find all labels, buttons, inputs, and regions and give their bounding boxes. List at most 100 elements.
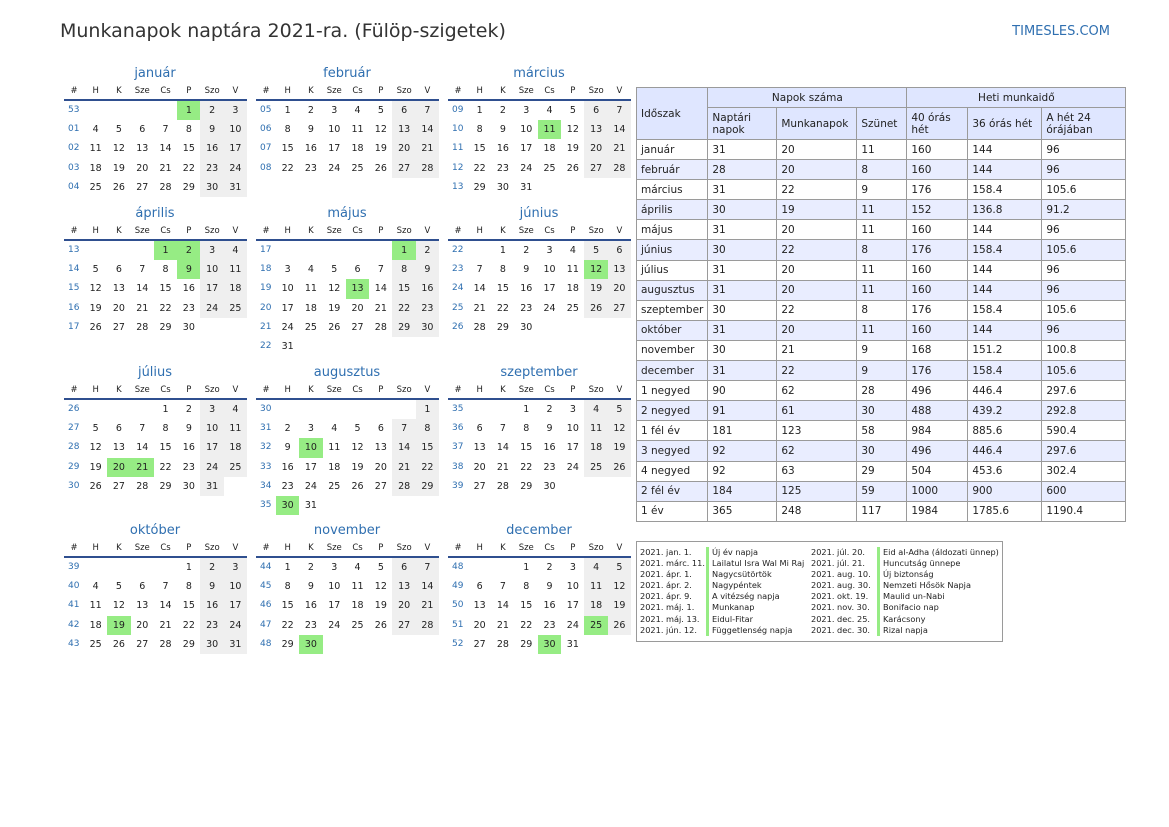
day-cell[interactable]: 18: [351, 143, 364, 155]
day-cell[interactable]: 14: [415, 577, 440, 597]
day-cell[interactable]: 6: [584, 101, 608, 121]
day-cell[interactable]: 13: [607, 260, 632, 280]
day-cell[interactable]: 19: [607, 596, 632, 616]
day-cell[interactable]: 22: [392, 298, 416, 318]
day-cell[interactable]: 21: [130, 457, 154, 477]
day-cell[interactable]: 5: [92, 423, 99, 435]
day-cell[interactable]: 5: [377, 105, 384, 116]
day-cell[interactable]: 14: [374, 283, 387, 295]
day-cell[interactable]: 29: [520, 480, 533, 492]
day-cell[interactable]: 1: [476, 105, 483, 116]
day-cell[interactable]: 27: [473, 480, 486, 492]
day-cell[interactable]: 23: [415, 298, 440, 318]
day-cell[interactable]: 3: [223, 558, 248, 578]
day-cell[interactable]: 22: [281, 619, 294, 631]
day-cell[interactable]: 17: [223, 139, 248, 159]
day-cell[interactable]: 12: [584, 260, 608, 280]
day-cell[interactable]: 13: [392, 120, 416, 140]
day-cell[interactable]: 8: [523, 581, 530, 593]
day-cell[interactable]: 6: [476, 423, 483, 435]
day-cell[interactable]: 19: [112, 162, 125, 174]
day-cell[interactable]: 12: [89, 283, 102, 295]
day-cell[interactable]: 31: [223, 634, 248, 654]
day-cell[interactable]: 7: [415, 558, 440, 578]
day-cell[interactable]: 4: [223, 400, 248, 420]
day-cell[interactable]: 1: [523, 562, 530, 573]
day-cell[interactable]: 26: [89, 321, 102, 333]
day-cell[interactable]: 31: [304, 499, 317, 511]
day-cell[interactable]: 3: [331, 562, 338, 573]
day-cell[interactable]: 1: [284, 105, 291, 116]
day-cell[interactable]: 3: [569, 404, 576, 415]
day-cell[interactable]: 10: [566, 581, 579, 593]
day-cell[interactable]: 16: [281, 461, 294, 473]
day-cell[interactable]: 13: [136, 600, 149, 612]
day-cell[interactable]: 2: [523, 245, 530, 256]
day-cell[interactable]: 18: [223, 279, 248, 299]
day-cell[interactable]: 31: [223, 177, 248, 197]
day-cell[interactable]: 18: [584, 438, 608, 458]
day-cell[interactable]: 8: [284, 124, 291, 136]
day-cell[interactable]: 15: [520, 442, 533, 454]
day-cell[interactable]: 20: [392, 139, 416, 159]
day-cell[interactable]: 10: [200, 260, 224, 280]
day-cell[interactable]: 15: [473, 143, 486, 155]
day-cell[interactable]: 3: [307, 423, 314, 435]
day-cell[interactable]: 24: [223, 158, 248, 178]
day-cell[interactable]: 25: [584, 615, 608, 635]
day-cell[interactable]: 26: [351, 480, 364, 492]
day-cell[interactable]: 25: [223, 298, 248, 318]
day-cell[interactable]: 9: [415, 260, 440, 280]
day-cell[interactable]: 2: [185, 404, 192, 415]
day-cell[interactable]: 20: [107, 457, 131, 477]
day-cell[interactable]: 5: [607, 558, 632, 578]
day-cell[interactable]: 1: [499, 245, 506, 256]
day-cell[interactable]: 12: [566, 124, 579, 136]
day-cell[interactable]: 11: [584, 419, 608, 439]
day-cell[interactable]: 27: [392, 158, 416, 178]
day-cell[interactable]: 6: [115, 423, 122, 435]
day-cell[interactable]: 31: [520, 181, 533, 193]
day-cell[interactable]: 19: [89, 461, 102, 473]
day-cell[interactable]: 23: [304, 619, 317, 631]
day-cell[interactable]: 26: [607, 457, 632, 477]
day-cell[interactable]: 19: [584, 279, 608, 299]
day-cell[interactable]: 25: [328, 480, 341, 492]
day-cell[interactable]: 11: [304, 283, 317, 295]
day-cell[interactable]: 17: [328, 600, 341, 612]
day-cell[interactable]: 2: [307, 105, 314, 116]
day-cell[interactable]: 25: [351, 619, 364, 631]
day-cell[interactable]: 10: [543, 264, 556, 276]
day-cell[interactable]: 14: [496, 600, 509, 612]
day-cell[interactable]: 6: [607, 241, 632, 261]
day-cell[interactable]: 5: [607, 400, 632, 420]
day-cell[interactable]: 28: [392, 476, 416, 496]
day-cell[interactable]: 14: [607, 120, 632, 140]
day-cell[interactable]: 1: [162, 404, 169, 415]
day-cell[interactable]: 1: [284, 562, 291, 573]
day-cell[interactable]: 22: [520, 619, 533, 631]
day-cell[interactable]: 4: [331, 423, 338, 435]
day-cell[interactable]: 6: [392, 101, 416, 121]
day-cell[interactable]: 24: [200, 457, 224, 477]
day-cell[interactable]: 26: [112, 638, 125, 650]
day-cell[interactable]: 18: [328, 461, 341, 473]
day-cell[interactable]: 29: [159, 480, 172, 492]
day-cell[interactable]: 7: [499, 581, 506, 593]
day-cell[interactable]: 27: [136, 638, 149, 650]
day-cell[interactable]: 27: [136, 181, 149, 193]
day-cell[interactable]: 1: [153, 241, 178, 261]
day-cell[interactable]: 12: [607, 577, 632, 597]
day-cell[interactable]: 22: [281, 162, 294, 174]
day-cell[interactable]: 18: [89, 162, 102, 174]
day-cell[interactable]: 19: [566, 143, 579, 155]
day-cell[interactable]: 22: [473, 162, 486, 174]
day-cell[interactable]: 1: [523, 404, 530, 415]
day-cell[interactable]: 7: [392, 419, 416, 439]
day-cell[interactable]: 6: [354, 264, 361, 276]
day-cell[interactable]: 29: [159, 321, 172, 333]
day-cell[interactable]: 26: [374, 162, 387, 174]
day-cell[interactable]: 9: [546, 423, 553, 435]
day-cell[interactable]: 12: [607, 419, 632, 439]
day-cell[interactable]: 3: [200, 400, 224, 420]
